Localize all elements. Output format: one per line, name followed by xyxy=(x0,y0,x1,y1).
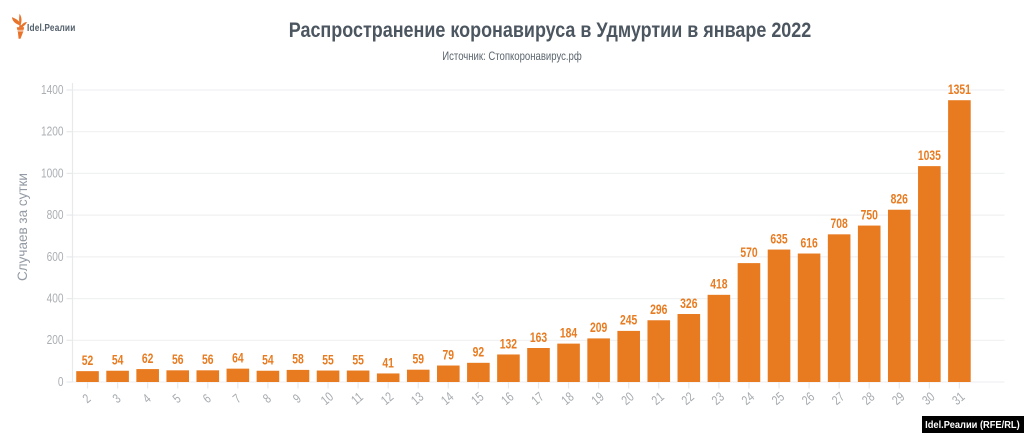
svg-text:9: 9 xyxy=(290,390,305,406)
svg-text:21: 21 xyxy=(648,389,667,408)
svg-text:29: 29 xyxy=(889,389,908,409)
svg-text:5: 5 xyxy=(170,390,185,406)
svg-text:15: 15 xyxy=(468,389,487,409)
svg-text:52: 52 xyxy=(82,352,94,368)
svg-text:13: 13 xyxy=(408,389,427,409)
svg-text:1400: 1400 xyxy=(41,83,64,97)
svg-text:616: 616 xyxy=(800,235,817,251)
svg-text:8: 8 xyxy=(260,390,275,406)
svg-text:708: 708 xyxy=(831,216,848,232)
svg-text:1351: 1351 xyxy=(948,82,971,98)
svg-text:59: 59 xyxy=(412,351,424,367)
svg-text:54: 54 xyxy=(112,352,124,368)
svg-text:184: 184 xyxy=(560,325,577,341)
svg-text:2: 2 xyxy=(79,391,93,407)
svg-text:31: 31 xyxy=(949,389,968,408)
svg-text:20: 20 xyxy=(618,389,637,409)
svg-text:1200: 1200 xyxy=(41,124,64,138)
svg-text:41: 41 xyxy=(382,355,394,371)
svg-text:58: 58 xyxy=(292,351,304,367)
svg-text:4: 4 xyxy=(139,390,154,406)
svg-text:209: 209 xyxy=(590,320,607,336)
svg-text:56: 56 xyxy=(202,352,214,368)
svg-text:17: 17 xyxy=(528,389,547,408)
svg-text:62: 62 xyxy=(142,350,154,366)
svg-text:132: 132 xyxy=(500,336,517,352)
svg-text:3: 3 xyxy=(109,390,124,406)
svg-text:26: 26 xyxy=(799,389,818,409)
svg-text:55: 55 xyxy=(352,352,364,368)
svg-text:600: 600 xyxy=(47,250,64,264)
svg-text:23: 23 xyxy=(708,389,727,409)
svg-text:12: 12 xyxy=(378,389,397,408)
svg-text:1000: 1000 xyxy=(41,166,64,180)
svg-text:163: 163 xyxy=(530,329,547,345)
svg-text:0: 0 xyxy=(58,375,64,389)
svg-text:28: 28 xyxy=(859,389,878,409)
svg-text:570: 570 xyxy=(740,244,757,260)
svg-text:826: 826 xyxy=(891,191,908,207)
svg-text:64: 64 xyxy=(232,350,244,366)
svg-text:24: 24 xyxy=(739,389,758,409)
svg-text:296: 296 xyxy=(650,302,667,318)
svg-text:22: 22 xyxy=(678,389,697,408)
svg-text:635: 635 xyxy=(770,231,787,247)
svg-text:54: 54 xyxy=(262,352,274,368)
svg-text:245: 245 xyxy=(620,312,637,328)
svg-text:25: 25 xyxy=(769,389,788,409)
svg-text:11: 11 xyxy=(348,389,366,408)
svg-text:400: 400 xyxy=(47,291,64,305)
svg-text:14: 14 xyxy=(438,389,457,409)
svg-text:750: 750 xyxy=(861,207,878,223)
svg-text:10: 10 xyxy=(318,389,337,409)
svg-text:56: 56 xyxy=(172,352,184,368)
svg-text:30: 30 xyxy=(919,389,938,409)
svg-text:79: 79 xyxy=(443,347,455,363)
svg-text:55: 55 xyxy=(322,352,334,368)
svg-text:326: 326 xyxy=(680,295,697,311)
svg-text:7: 7 xyxy=(230,391,244,407)
svg-text:27: 27 xyxy=(829,389,848,408)
svg-text:200: 200 xyxy=(47,333,64,347)
svg-text:1035: 1035 xyxy=(918,147,941,163)
svg-text:92: 92 xyxy=(473,344,485,360)
svg-text:18: 18 xyxy=(558,389,577,409)
svg-text:800: 800 xyxy=(47,208,64,222)
svg-text:Случаев за сутки: Случаев за сутки xyxy=(15,173,30,281)
svg-text:6: 6 xyxy=(200,390,215,406)
svg-text:418: 418 xyxy=(710,276,727,292)
svg-text:19: 19 xyxy=(588,389,607,409)
svg-text:16: 16 xyxy=(498,389,517,409)
